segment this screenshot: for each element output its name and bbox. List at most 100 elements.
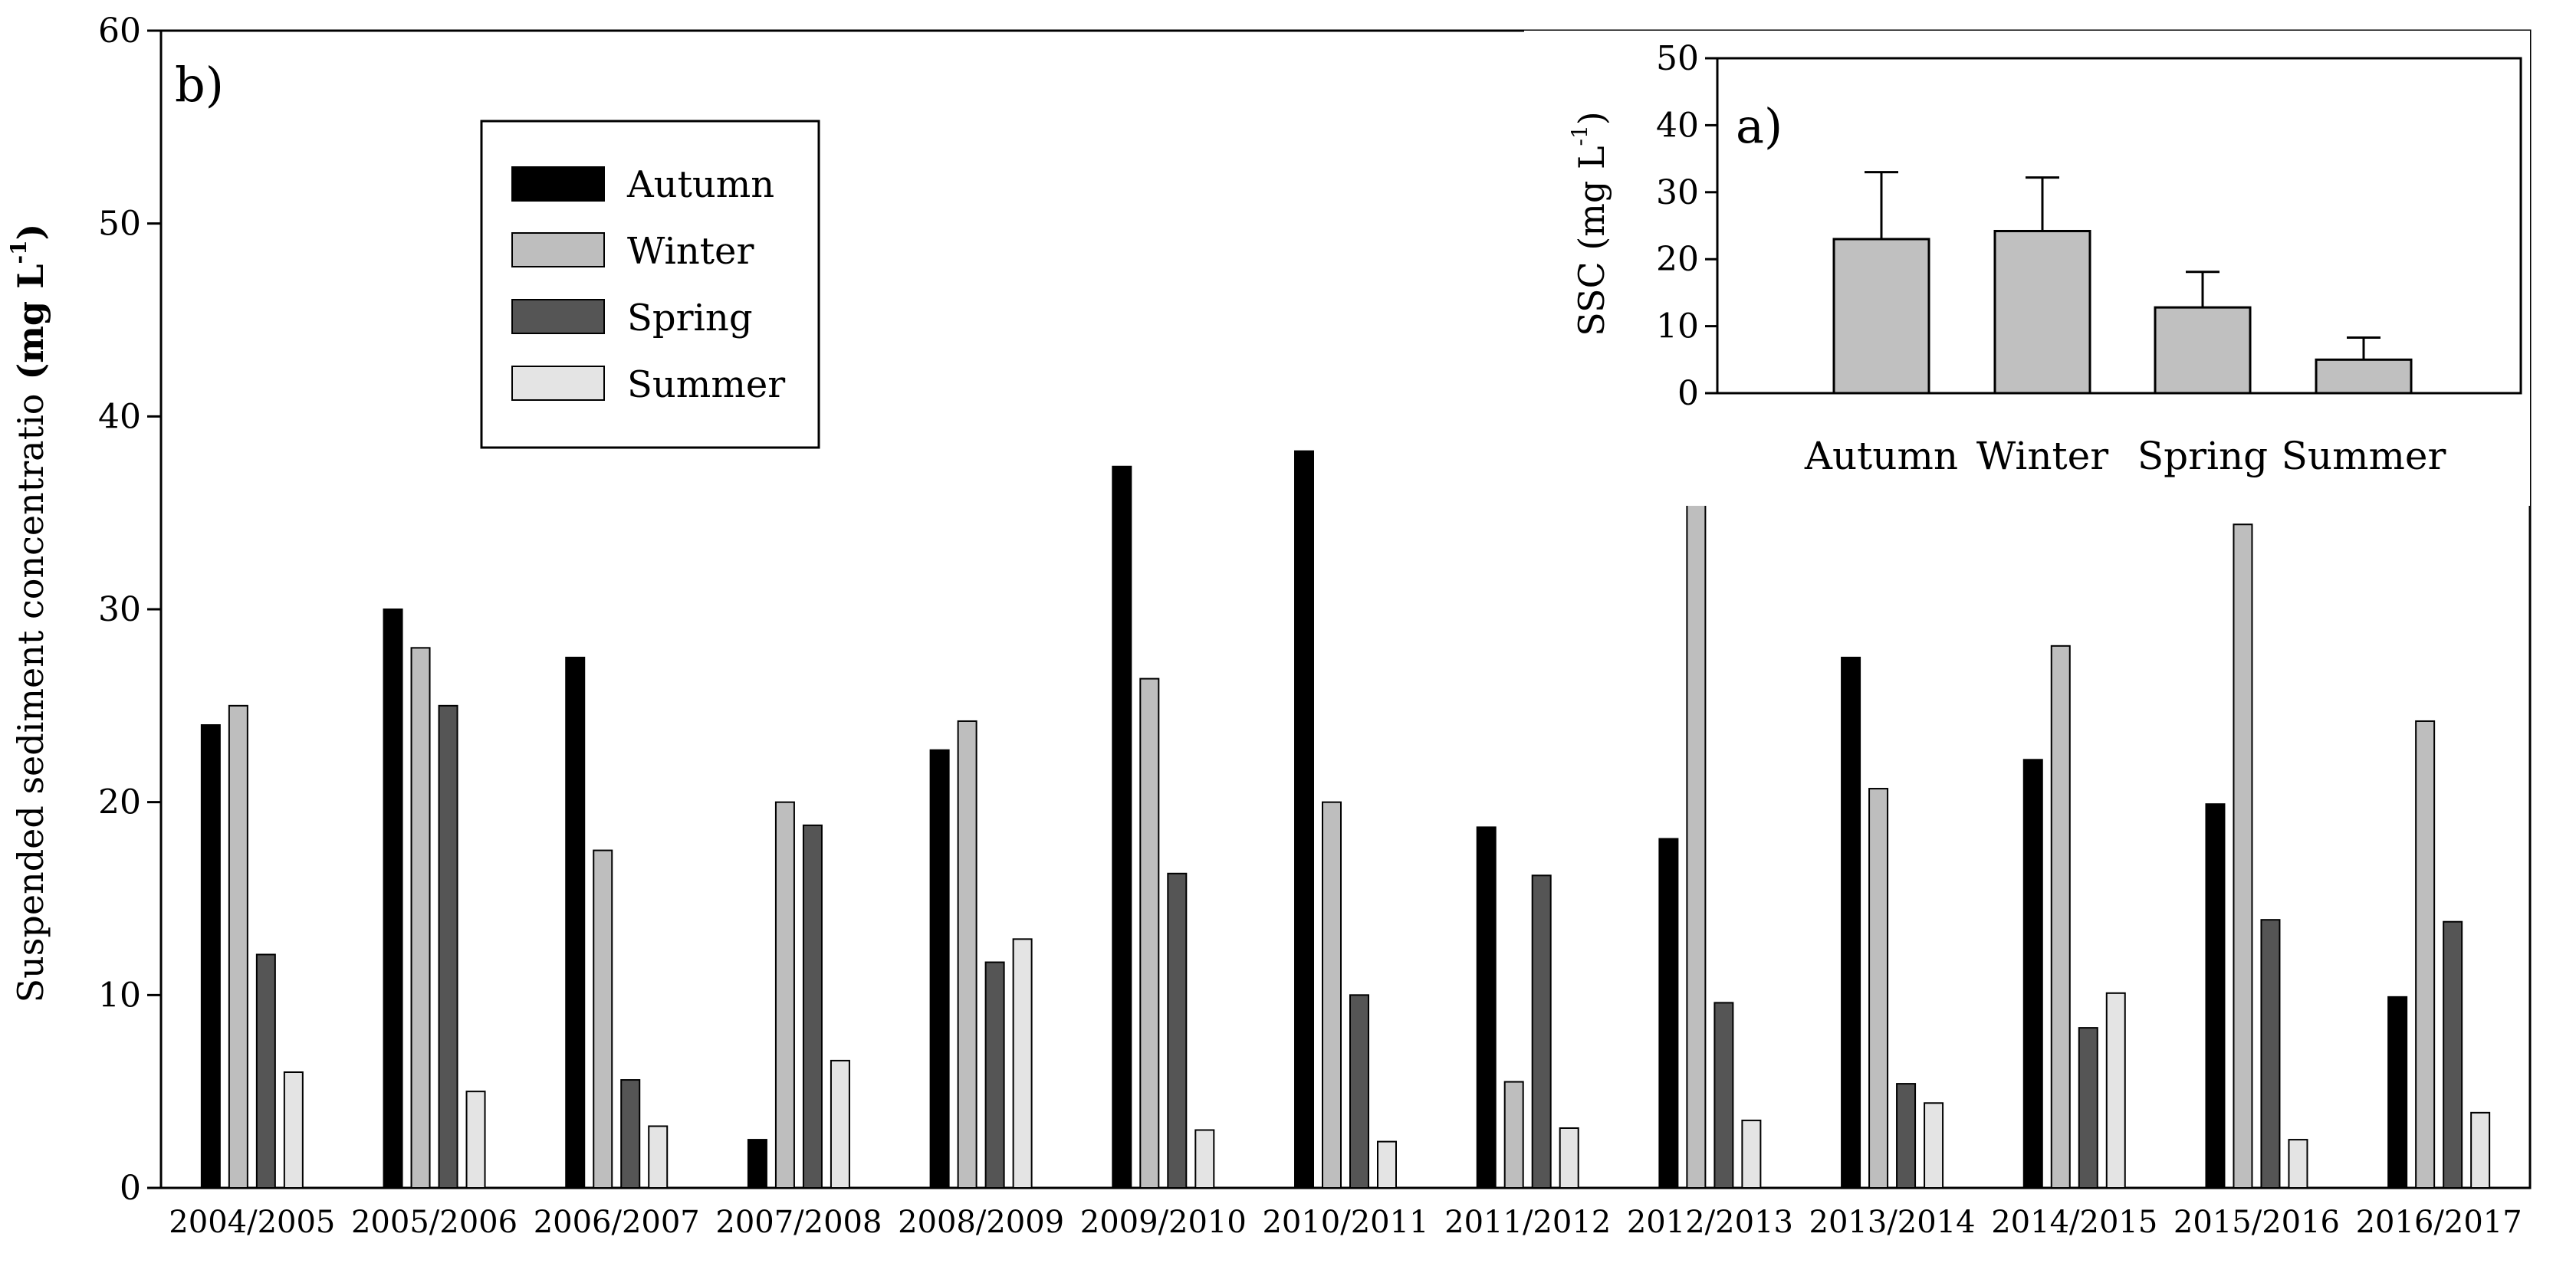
legend: Autumn Winter Spring Summer [480, 120, 820, 449]
main-y-tick-label: 0 [120, 1169, 141, 1208]
bar-autumn-2014-2015 [2022, 759, 2043, 1189]
bar-autumn-2010-2011 [1294, 450, 1314, 1189]
bar-winter-2011-2012 [1503, 1081, 1524, 1189]
legend-swatch-spring [511, 299, 605, 334]
bar-summer-2011-2012 [1559, 1127, 1579, 1189]
bar-autumn-2015-2016 [2205, 803, 2226, 1189]
bar-summer-2005-2006 [465, 1091, 486, 1189]
bar-winter-2013-2014 [1868, 788, 1889, 1189]
inset-plot-frame [1716, 57, 2522, 395]
bar-spring-2014-2015 [2078, 1027, 2098, 1189]
legend-label-autumn: Autumn [626, 163, 774, 206]
inset-y-tick-label: 40 [1656, 106, 1699, 145]
main-x-tick-label: 2007/2008 [715, 1205, 882, 1240]
main-y-axis: 0 10 20 30 40 50 60 [98, 11, 161, 1208]
legend-swatch-autumn [511, 166, 605, 202]
main-panel-label: b) [175, 57, 224, 113]
bar-autumn-2009-2010 [1112, 465, 1132, 1189]
main-x-tick-label: 2013/2014 [1809, 1205, 1976, 1240]
main-y-tick-label: 20 [98, 783, 141, 822]
main-x-tick-label: 2008/2009 [898, 1205, 1064, 1240]
bar-autumn-2004-2005 [200, 724, 221, 1189]
bar-winter-2009-2010 [1139, 677, 1160, 1189]
bar-winter-2007-2008 [774, 801, 795, 1189]
bar-spring-2010-2011 [1349, 994, 1369, 1189]
bar-summer-2012-2013 [1741, 1119, 1762, 1189]
legend-swatch-summer [511, 366, 605, 401]
bar-summer-2016-2017 [2470, 1111, 2491, 1189]
main-x-tick-label: 2004/2005 [169, 1205, 335, 1240]
inset-y-tick-label: 30 [1656, 173, 1699, 212]
main-y-tick-label: 60 [98, 11, 141, 51]
bar-autumn-2013-2014 [1841, 656, 1861, 1189]
bar-winter-2014-2015 [2050, 645, 2071, 1189]
inset-x-tick-label: Autumn [1804, 434, 1958, 478]
bar-spring-2012-2013 [1714, 1002, 1734, 1189]
bar-spring-2006-2007 [620, 1079, 641, 1189]
bar-autumn-2016-2017 [2387, 996, 2408, 1189]
main-y-axis-title: Suspended sediment concentratio(mg L-1) [6, 224, 51, 1003]
bar-winter-2012-2013 [1686, 441, 1707, 1189]
bar-spring-2013-2014 [1896, 1083, 1917, 1189]
inset-x-tick-label: Spring [2137, 434, 2268, 478]
main-x-tick-label: 2012/2013 [1627, 1205, 1793, 1240]
bar-summer-2014-2015 [2105, 992, 2126, 1189]
bar-winter-2016-2017 [2415, 720, 2436, 1189]
bar-winter-2015-2016 [2233, 523, 2253, 1189]
inset-bar-autumn [1832, 238, 1930, 395]
inset-bar-spring [2154, 306, 2252, 395]
main-y-tick-label: 40 [98, 397, 141, 436]
main-bars [200, 441, 2491, 1189]
main-x-tick-label: 2006/2007 [534, 1205, 700, 1240]
inset-y-axis: 0 10 20 30 40 50 [1656, 39, 1717, 413]
inset-bar-winter [1993, 229, 2091, 395]
main-x-axis: 2004/2005 2005/2006 2006/2007 2007/2008 2008… [169, 1205, 2522, 1240]
bar-autumn-2012-2013 [1658, 838, 1679, 1189]
bar-winter-2004-2005 [228, 704, 248, 1189]
bar-autumn-2007-2008 [747, 1139, 767, 1189]
bar-summer-2010-2011 [1377, 1140, 1397, 1189]
bar-summer-2015-2016 [2288, 1139, 2308, 1189]
bar-summer-2009-2010 [1194, 1129, 1215, 1189]
bar-winter-2005-2006 [410, 647, 431, 1189]
inset-y-tick-label: 20 [1656, 240, 1699, 279]
bar-winter-2010-2011 [1322, 801, 1342, 1189]
inset-x-tick-label: Summer [2282, 434, 2446, 478]
inset-panel-label: a) [1736, 98, 1783, 154]
inset-y-tick-label: 0 [1677, 374, 1699, 413]
main-y-tick-label: 10 [98, 976, 141, 1015]
main-y-tick-label: 30 [98, 590, 141, 629]
inset-bar-summer [2315, 358, 2413, 395]
main-y-tick-label: 50 [98, 205, 141, 244]
main-x-tick-label: 2015/2016 [2174, 1205, 2340, 1240]
main-x-tick-label: 2016/2017 [2356, 1205, 2522, 1240]
bar-spring-2007-2008 [802, 824, 823, 1189]
inset-bars [1832, 171, 2413, 395]
bar-autumn-2005-2006 [383, 609, 403, 1189]
bar-spring-2008-2009 [984, 961, 1005, 1189]
bar-summer-2004-2005 [283, 1071, 304, 1189]
bar-spring-2004-2005 [255, 953, 276, 1189]
legend-label-summer: Summer [627, 363, 785, 406]
bar-summer-2008-2009 [1012, 938, 1033, 1189]
bar-summer-2013-2014 [1924, 1102, 1944, 1189]
bar-spring-2016-2017 [2443, 920, 2463, 1189]
bar-autumn-2006-2007 [565, 656, 586, 1189]
main-x-tick-label: 2011/2012 [1444, 1205, 1611, 1240]
main-x-tick-label: 2010/2011 [1262, 1205, 1428, 1240]
bar-spring-2015-2016 [2260, 919, 2281, 1189]
bar-autumn-2008-2009 [929, 749, 950, 1189]
bar-summer-2007-2008 [830, 1059, 850, 1189]
legend-swatch-winter [511, 232, 605, 267]
bar-spring-2009-2010 [1167, 872, 1188, 1189]
inset-y-axis-title: SSC (mg L-1) [1567, 111, 1612, 336]
bar-spring-2011-2012 [1531, 874, 1552, 1189]
bar-autumn-2011-2012 [1476, 826, 1497, 1189]
main-x-tick-label: 2014/2015 [1991, 1205, 2157, 1240]
main-x-tick-label: 2009/2010 [1080, 1205, 1247, 1240]
inset-y-tick-label: 50 [1656, 39, 1699, 78]
main-x-tick-label: 2005/2006 [351, 1205, 518, 1240]
